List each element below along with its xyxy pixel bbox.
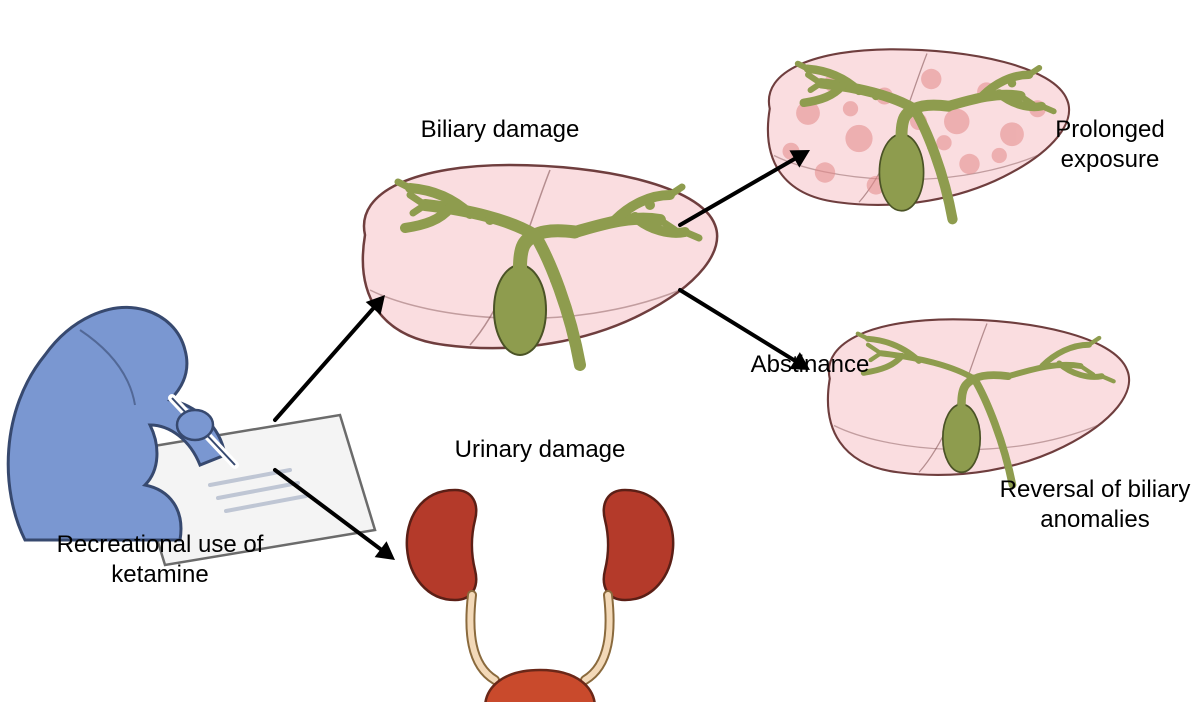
diagram-canvas <box>0 0 1200 702</box>
urinary-system <box>407 490 673 702</box>
label-prolonged-exposure: Prolonged exposure <box>1010 115 1200 175</box>
arrow-to-biliary <box>275 309 373 420</box>
liver-reversal <box>828 319 1129 485</box>
liver-biliary-damage <box>363 165 717 365</box>
label-reversal: Reversal of biliary anomalies <box>970 475 1200 535</box>
label-abstinance: Abstinance <box>730 350 890 380</box>
label-recreational-use: Recreational use of ketamine <box>25 530 295 590</box>
label-biliary-damage: Biliary damage <box>390 115 610 145</box>
arrow-to-prolonged <box>680 159 794 225</box>
label-urinary-damage: Urinary damage <box>430 435 650 465</box>
person-icon <box>8 307 375 565</box>
